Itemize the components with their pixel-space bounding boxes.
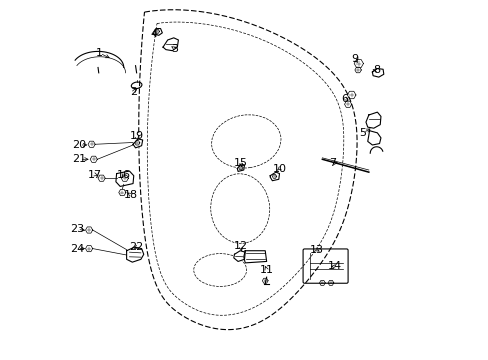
Text: 17: 17 [88, 170, 102, 180]
Text: 9: 9 [350, 54, 357, 64]
Polygon shape [237, 164, 244, 171]
Polygon shape [372, 68, 383, 77]
Text: 5: 5 [359, 128, 366, 138]
Text: 23: 23 [70, 224, 84, 234]
Polygon shape [133, 139, 142, 148]
Polygon shape [244, 251, 266, 263]
Text: 24: 24 [70, 244, 84, 253]
Text: 22: 22 [129, 242, 143, 252]
Text: 14: 14 [327, 261, 341, 271]
Polygon shape [153, 28, 162, 35]
Polygon shape [270, 172, 279, 181]
Polygon shape [367, 131, 380, 145]
Text: 16: 16 [117, 170, 130, 180]
Text: 4: 4 [151, 28, 158, 39]
Polygon shape [126, 247, 143, 262]
Text: 2: 2 [130, 87, 137, 98]
Polygon shape [163, 38, 178, 51]
Text: 18: 18 [123, 190, 138, 200]
Text: 10: 10 [272, 163, 286, 174]
Text: 12: 12 [233, 241, 247, 251]
Text: 13: 13 [309, 245, 323, 255]
Text: 8: 8 [372, 65, 380, 75]
Text: 7: 7 [329, 158, 336, 168]
Text: 20: 20 [72, 140, 86, 150]
Polygon shape [116, 171, 134, 186]
Polygon shape [365, 112, 380, 128]
Text: 1: 1 [96, 48, 103, 58]
Text: 19: 19 [129, 131, 143, 141]
Text: 21: 21 [72, 154, 86, 164]
Polygon shape [233, 251, 244, 261]
Text: 11: 11 [259, 265, 273, 275]
Text: 15: 15 [233, 158, 247, 168]
Text: 3: 3 [171, 44, 178, 54]
Text: 6: 6 [341, 94, 348, 104]
